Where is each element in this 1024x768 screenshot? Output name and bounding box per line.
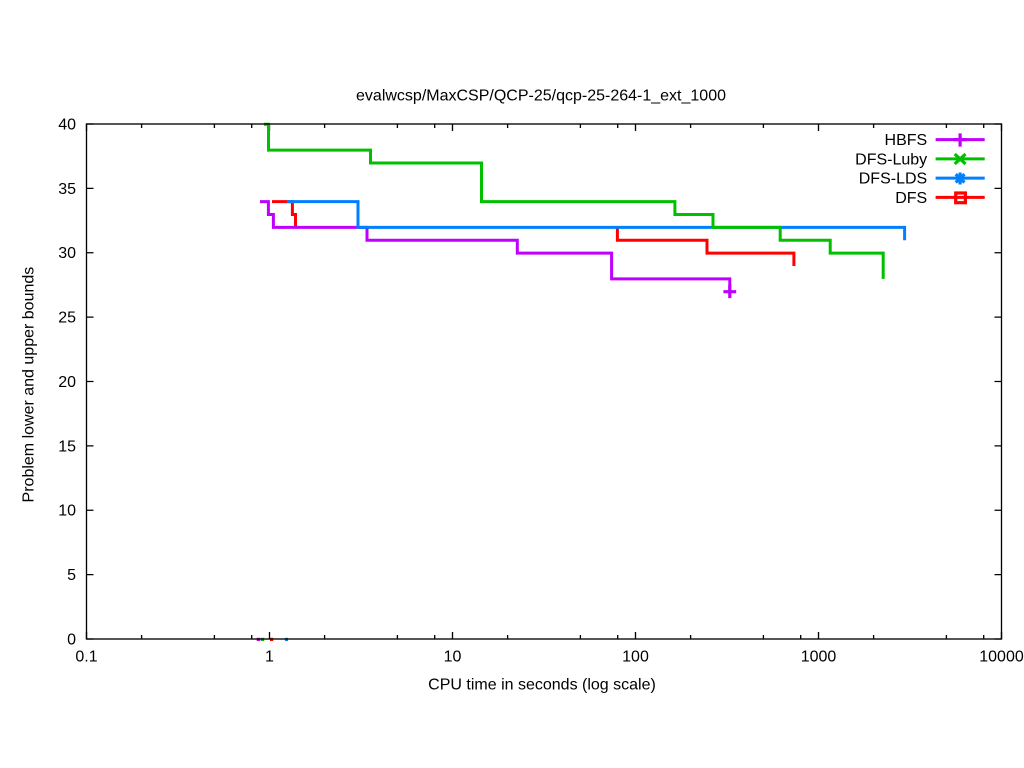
svg-text:15: 15 xyxy=(58,438,76,455)
svg-text:1: 1 xyxy=(265,649,274,666)
svg-text:0.1: 0.1 xyxy=(75,649,97,666)
svg-text:20: 20 xyxy=(58,374,76,391)
svg-text:30: 30 xyxy=(58,245,76,262)
svg-text:1000: 1000 xyxy=(801,649,837,666)
svg-text:DFS: DFS xyxy=(895,190,927,207)
svg-text:10000: 10000 xyxy=(979,649,1024,666)
svg-text:10: 10 xyxy=(444,649,462,666)
svg-text:35: 35 xyxy=(58,181,76,198)
svg-text:10: 10 xyxy=(58,503,76,520)
svg-text:0: 0 xyxy=(67,631,76,648)
svg-text:DFS-LDS: DFS-LDS xyxy=(859,171,927,188)
svg-text:HBFS: HBFS xyxy=(885,132,928,149)
svg-text:DFS-Luby: DFS-Luby xyxy=(855,151,927,168)
svg-text:evalwcsp/MaxCSP/QCP-25/qcp-25-: evalwcsp/MaxCSP/QCP-25/qcp-25-264-1_ext_… xyxy=(356,88,726,105)
svg-text:25: 25 xyxy=(58,310,76,327)
svg-text:CPU time in seconds (log scale: CPU time in seconds (log scale) xyxy=(428,677,656,694)
svg-text:5: 5 xyxy=(67,567,76,584)
svg-text:100: 100 xyxy=(622,649,649,666)
svg-text:Problem lower and upper bounds: Problem lower and upper bounds xyxy=(20,267,37,503)
svg-text:40: 40 xyxy=(58,116,76,133)
